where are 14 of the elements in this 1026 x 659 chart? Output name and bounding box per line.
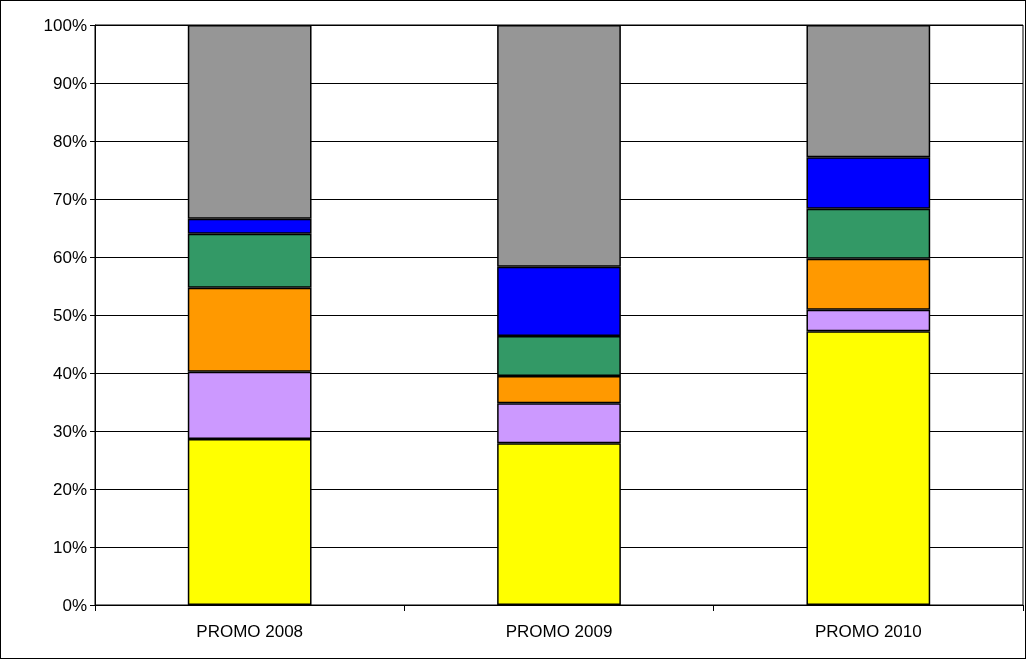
y-tick-label: 60%: [52, 247, 87, 267]
y-tick-label: 10%: [52, 537, 87, 557]
y-tick-label: 0%: [62, 595, 87, 615]
x-tick-label: PROMO 2010: [814, 622, 922, 641]
y-tick-label: 20%: [52, 479, 87, 499]
y-tick-label: 30%: [52, 421, 87, 441]
y-tick-label: 50%: [52, 305, 87, 325]
x-tick-label: PROMO 2008: [196, 622, 304, 641]
y-tick-label: 70%: [52, 189, 87, 209]
x-tick-label: PROMO 2009: [505, 622, 613, 641]
y-tick-label: 80%: [52, 131, 87, 151]
y-tick-label: 100%: [43, 15, 87, 35]
y-tick-label: 90%: [52, 73, 87, 93]
y-tick-label: 40%: [52, 363, 87, 383]
